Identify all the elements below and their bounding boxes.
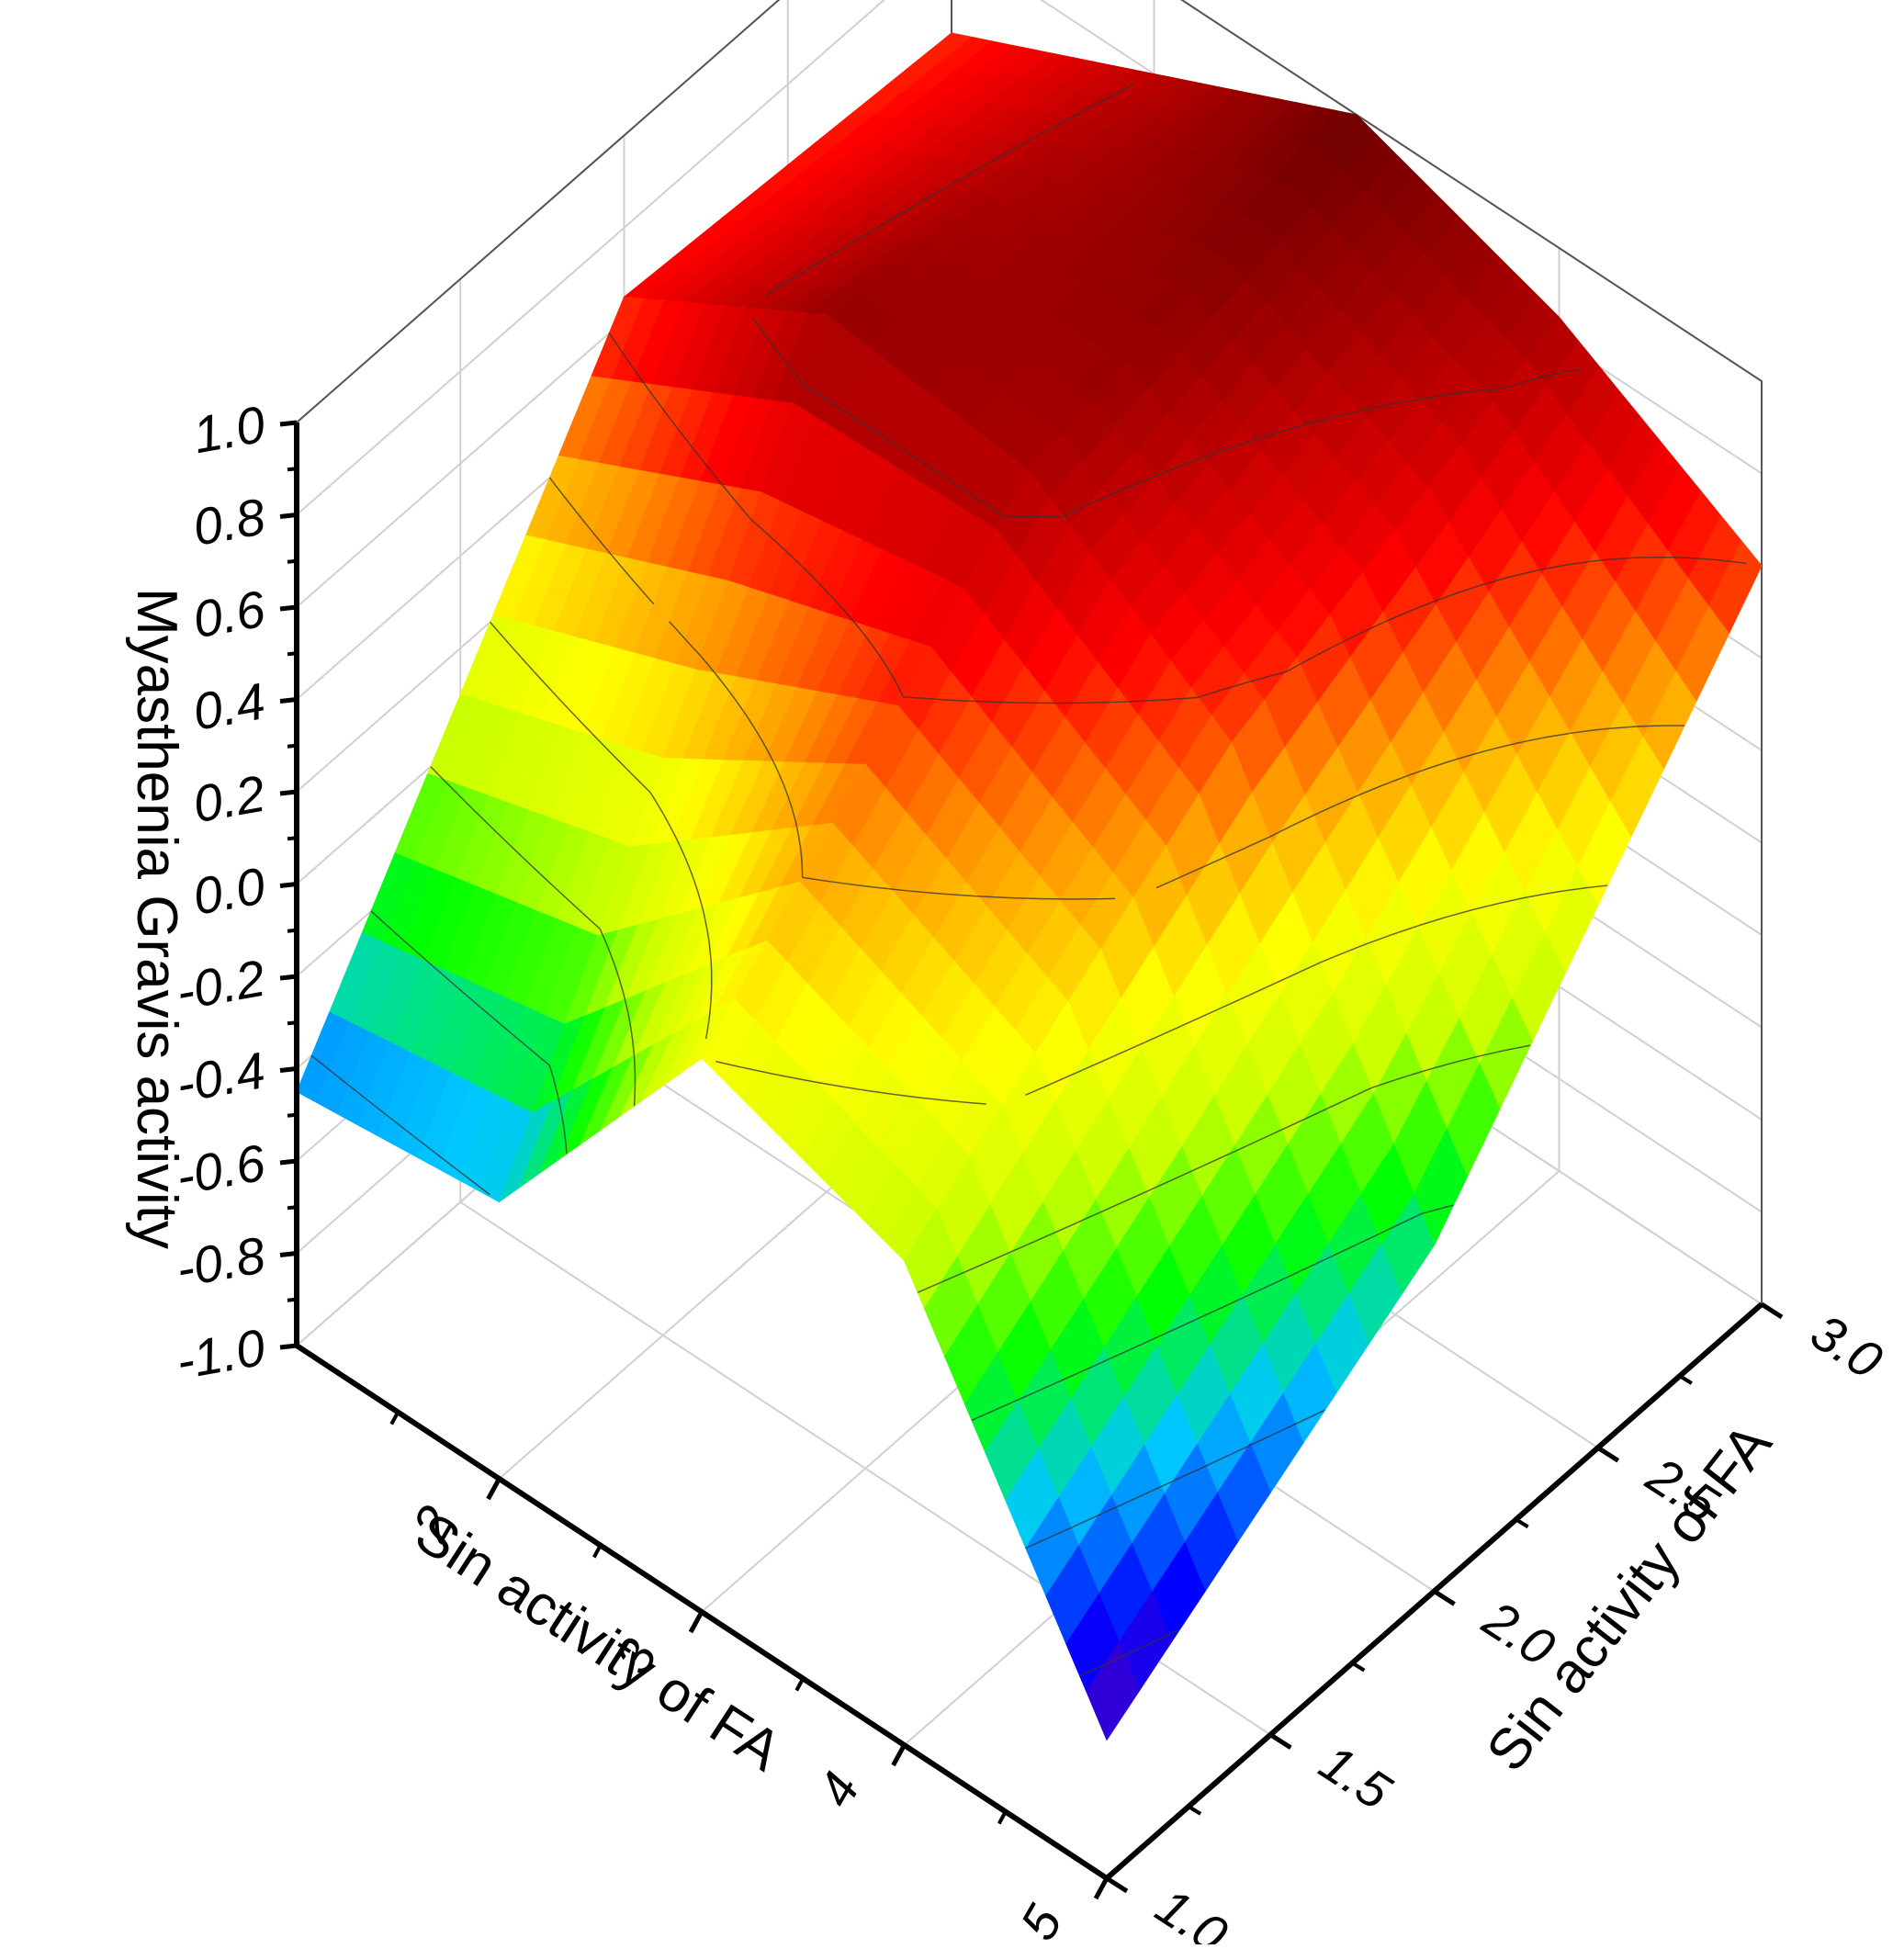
y-tick xyxy=(1107,1878,1127,1891)
contour-line xyxy=(708,937,709,942)
y-tick-label: 1.0 xyxy=(1146,1876,1238,1944)
contour-line xyxy=(564,1127,565,1131)
y-tick xyxy=(1435,1592,1455,1605)
contour-line xyxy=(634,1055,635,1069)
contour-line xyxy=(986,702,1004,703)
y-tick-label: 1.5 xyxy=(1310,1733,1402,1821)
z-tick xyxy=(280,976,297,978)
contour-line xyxy=(959,1102,970,1103)
contour-line xyxy=(1470,909,1474,910)
contour-line xyxy=(566,1144,567,1154)
contour-line xyxy=(1128,701,1146,702)
contour-line xyxy=(1110,96,1111,97)
x-tick-label: 4 xyxy=(806,1763,871,1816)
z-tick xyxy=(280,792,297,794)
z-tick-label: 0.6 xyxy=(188,580,269,649)
z-tick-label: 0.0 xyxy=(188,856,269,926)
contour-line xyxy=(635,1085,636,1100)
z-tick xyxy=(280,884,297,886)
x-tick xyxy=(691,1612,702,1632)
contour-line xyxy=(773,761,774,762)
contour-line xyxy=(1276,433,1279,434)
contour-line xyxy=(521,856,523,857)
z-tick-label: 0.4 xyxy=(188,671,269,741)
z-tick xyxy=(280,1161,297,1163)
z-tick xyxy=(280,422,297,424)
contour-line xyxy=(1504,1050,1507,1051)
contour-line xyxy=(1009,1252,1011,1253)
contour-line xyxy=(1302,424,1305,425)
contour-line xyxy=(891,889,896,890)
z-tick xyxy=(280,1069,297,1071)
contour-line xyxy=(1155,475,1157,476)
contour-line xyxy=(927,893,935,894)
z-tick-label: 1.0 xyxy=(188,395,269,465)
z-tick-label: 0.2 xyxy=(188,764,269,834)
x-tick-label: 5 xyxy=(1008,1895,1074,1944)
contour-line xyxy=(975,702,986,703)
x-tick xyxy=(489,1479,500,1499)
z-tick xyxy=(280,1254,297,1256)
y-tick xyxy=(1270,1735,1290,1748)
contour-line xyxy=(1637,726,1649,727)
z-tick-label: -1.0 xyxy=(172,1318,269,1391)
y-tick-label: 3.0 xyxy=(1801,1302,1893,1390)
contour-line xyxy=(801,855,802,862)
surface xyxy=(297,33,1762,1740)
contour-line xyxy=(711,989,712,1004)
contour-line xyxy=(549,1065,550,1068)
z-tick xyxy=(280,1346,297,1347)
contour-line xyxy=(801,848,802,855)
contour-line xyxy=(706,1036,707,1039)
contour-line xyxy=(952,700,969,701)
contour-line xyxy=(1102,1664,1104,1665)
z-axis-title: Myasthenia Gravis activity xyxy=(125,588,188,1249)
contour-line xyxy=(1110,702,1128,703)
contour-line xyxy=(953,1101,959,1102)
z-tick-label: 0.8 xyxy=(188,487,269,557)
contour-line xyxy=(1522,897,1527,898)
contour-line xyxy=(861,1089,865,1090)
z-tick xyxy=(280,700,297,702)
contour-line xyxy=(978,896,993,897)
contour-line xyxy=(1018,1399,1020,1400)
contour-line xyxy=(1603,728,1611,729)
contour-line xyxy=(711,957,712,963)
contour-line xyxy=(1601,559,1610,560)
z-tick xyxy=(280,607,297,609)
x-tick xyxy=(894,1745,905,1765)
y-tick xyxy=(1762,1304,1782,1317)
contour-line xyxy=(780,355,781,356)
contour-line xyxy=(1147,700,1164,701)
contour-line xyxy=(907,1096,914,1097)
y-tick xyxy=(1598,1448,1618,1460)
contour-line xyxy=(1253,993,1255,994)
contour-line xyxy=(710,1004,711,1014)
y-axis-title: Sin activity of FA xyxy=(1475,1412,1785,1783)
contour-line xyxy=(935,894,943,895)
contour-line xyxy=(802,862,803,877)
x-tick xyxy=(1096,1878,1107,1898)
contour-line xyxy=(1185,697,1198,698)
contour-line xyxy=(919,698,933,699)
z-tick xyxy=(280,515,297,517)
contour-line xyxy=(1354,1245,1355,1246)
contour-line xyxy=(709,1013,710,1020)
contour-line xyxy=(1071,1074,1073,1075)
contour-line xyxy=(993,897,1009,898)
